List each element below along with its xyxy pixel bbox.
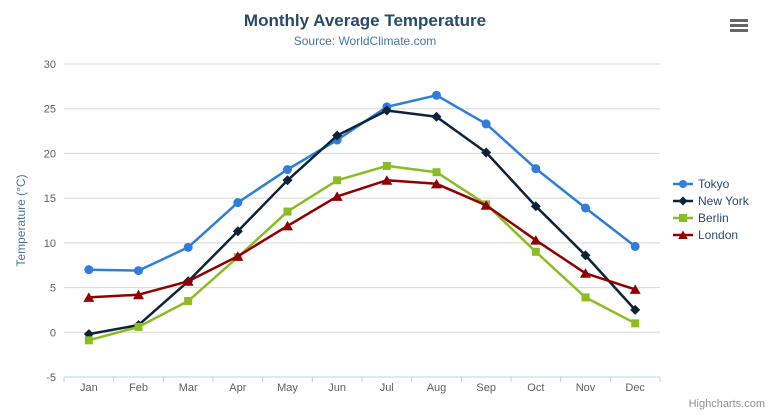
legend: Tokyo New York Berlin London xyxy=(673,177,749,246)
x-axis-label: Dec xyxy=(625,382,645,394)
series-marker-tokyo xyxy=(283,165,292,175)
series-marker-berlin xyxy=(134,322,143,331)
series-marker-london xyxy=(133,289,144,300)
series-marker-berlin xyxy=(531,247,540,256)
y-axis-label: 5 xyxy=(50,283,56,295)
series-line-tokyo xyxy=(88,94,636,272)
highcharts-credit[interactable]: Highcharts.com xyxy=(688,398,765,410)
series-marker-london xyxy=(580,268,591,278)
series-marker-berlin xyxy=(283,207,292,216)
y-axis-label: -5 xyxy=(46,372,56,384)
legend-item-london[interactable]: London xyxy=(673,228,749,242)
series-marker-tokyo xyxy=(481,119,491,129)
legend-item-berlin[interactable]: Berlin xyxy=(673,211,749,225)
hamburger-icon xyxy=(730,24,748,27)
series-marker-new-york xyxy=(530,201,541,212)
series-marker-tokyo xyxy=(233,198,243,208)
series-marker-tokyo xyxy=(581,203,590,213)
series-marker-tokyo xyxy=(531,164,541,174)
chart-title: Monthly Average Temperature xyxy=(243,11,487,30)
series-marker-tokyo xyxy=(134,266,143,276)
series-marker-berlin xyxy=(581,293,590,302)
series-marker-berlin xyxy=(184,296,193,305)
x-axis-label: Aug xyxy=(427,382,447,394)
x-axis-label: Jun xyxy=(328,382,346,394)
legend-item-new-york[interactable]: New York xyxy=(673,194,749,208)
x-axis-label: Jan xyxy=(80,382,98,394)
series-line-berlin xyxy=(88,164,636,342)
x-axis-label: Apr xyxy=(229,382,246,394)
diamond-marker-icon xyxy=(673,196,693,206)
series-marker-tokyo xyxy=(183,242,193,252)
legend-item-tokyo[interactable]: Tokyo xyxy=(673,177,749,191)
circle-marker-icon xyxy=(673,180,693,188)
export-menu-button[interactable] xyxy=(730,19,748,33)
triangle-marker-icon xyxy=(673,230,693,239)
series-marker-new-york xyxy=(332,130,343,141)
series-marker-london xyxy=(629,284,641,294)
chart-subtitle: Source: WorldClimate.com xyxy=(293,34,437,48)
legend-label: London xyxy=(698,228,739,242)
series-marker-berlin xyxy=(333,176,342,185)
series-marker-new-york xyxy=(232,226,243,237)
series-marker-berlin xyxy=(84,336,93,345)
series-marker-berlin xyxy=(382,161,391,170)
x-axis-label: Mar xyxy=(179,382,198,394)
series-marker-berlin xyxy=(432,168,441,177)
y-axis-label: 20 xyxy=(44,148,56,160)
series-marker-new-york xyxy=(630,304,641,315)
series-marker-london xyxy=(530,235,542,245)
series-marker-new-york xyxy=(431,111,442,122)
series-marker-london xyxy=(480,200,492,210)
series-marker-london xyxy=(182,276,194,286)
x-axis-label: Jul xyxy=(380,382,394,394)
legend-label: Berlin xyxy=(698,211,729,225)
x-axis-label: Feb xyxy=(129,382,148,394)
y-axis-label: 15 xyxy=(44,193,56,205)
y-axis-label: 30 xyxy=(44,59,56,71)
hamburger-icon xyxy=(730,19,748,22)
legend-label: Tokyo xyxy=(698,177,730,191)
x-axis-label: Sep xyxy=(476,382,496,394)
y-axis-label: 25 xyxy=(44,104,56,116)
series-marker-london xyxy=(282,220,293,231)
series-marker-london xyxy=(381,175,393,185)
y-axis-label: 0 xyxy=(50,327,56,339)
y-axis-label: 10 xyxy=(44,238,56,250)
series-marker-new-york xyxy=(381,105,392,116)
legend-label: New York xyxy=(698,194,749,208)
series-marker-london xyxy=(431,178,442,189)
series-marker-new-york xyxy=(282,175,293,186)
series-line-london xyxy=(88,179,636,299)
series-marker-tokyo xyxy=(84,265,94,275)
series-line-new-york xyxy=(88,109,637,336)
series-marker-london xyxy=(232,251,244,261)
series-marker-london xyxy=(83,292,95,302)
series-marker-london xyxy=(331,191,343,201)
x-axis-label: Oct xyxy=(527,382,544,394)
x-axis-label: Nov xyxy=(576,382,596,394)
series-marker-berlin xyxy=(631,319,640,328)
series-marker-tokyo xyxy=(630,241,640,251)
square-marker-icon xyxy=(673,214,693,222)
hamburger-icon xyxy=(730,29,748,32)
y-axis-title: Temperature (°C) xyxy=(14,174,28,266)
series-marker-new-york xyxy=(580,250,591,261)
series-marker-new-york xyxy=(481,147,492,158)
x-axis-label: May xyxy=(277,382,298,394)
series-marker-tokyo xyxy=(432,90,441,100)
